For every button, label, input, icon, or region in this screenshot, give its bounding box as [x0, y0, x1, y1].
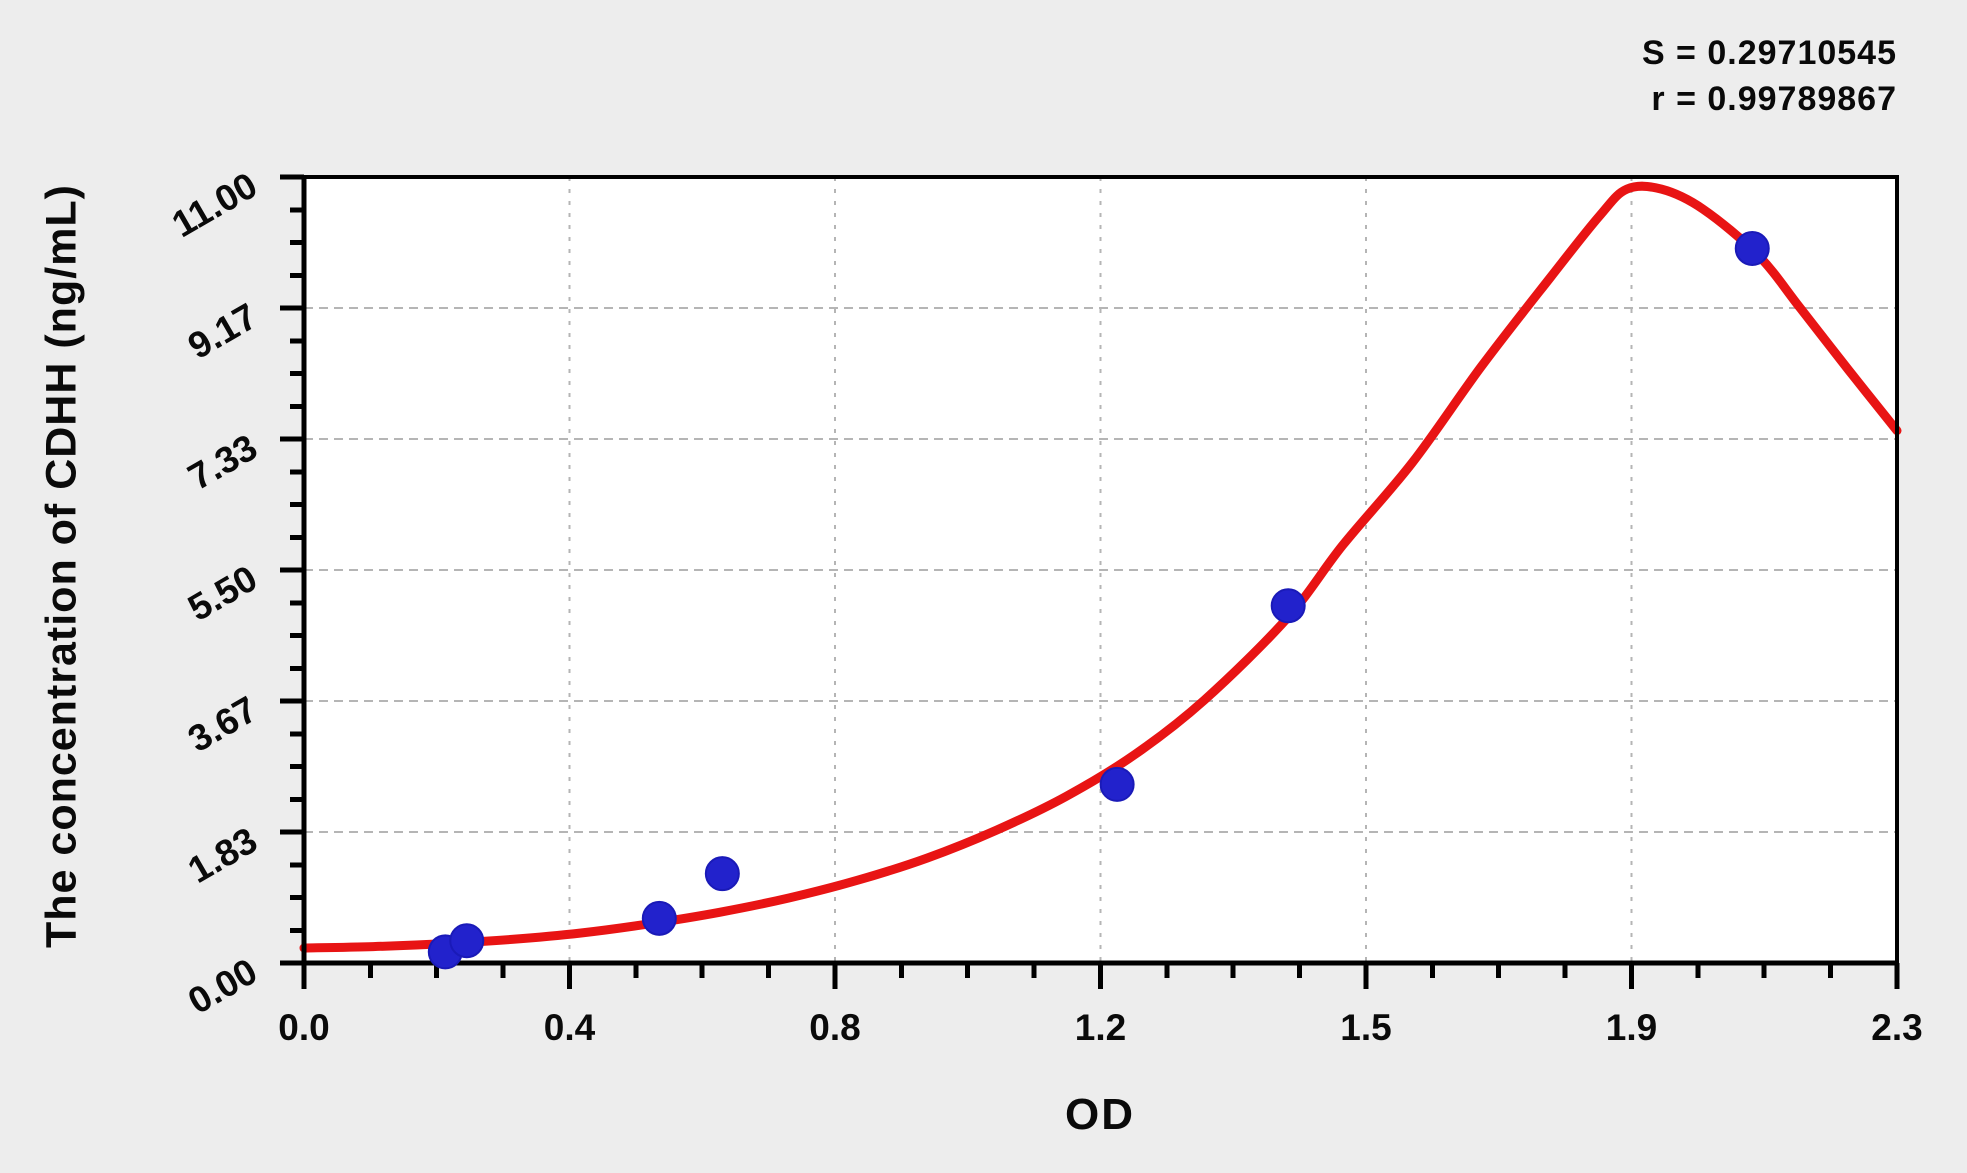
- data-point: [1734, 230, 1770, 266]
- x-tick-label: 1.5: [1340, 1007, 1391, 1048]
- y-axis-title: The concentration of CDHH (ng/mL): [37, 184, 86, 948]
- x-axis-title: OD: [1065, 1090, 1135, 1139]
- x-tick-label: 1.2: [1075, 1007, 1126, 1048]
- x-tick-label: 0.8: [809, 1007, 860, 1048]
- data-point: [1270, 588, 1306, 624]
- data-point: [449, 923, 485, 959]
- stat-s-value: S = 0.29710545: [1641, 34, 1897, 72]
- standard-curve: [299, 181, 1902, 953]
- x-tick-label: 1.9: [1606, 1007, 1657, 1048]
- y-tick-label: 3.67: [181, 688, 264, 760]
- y-tick-label: 0.00: [181, 950, 264, 1022]
- y-tick-label: 5.50: [181, 557, 264, 629]
- x-tick-label: 2.3: [1871, 1007, 1922, 1048]
- data-point: [704, 856, 740, 892]
- x-tick-label: 0.4: [544, 1007, 596, 1048]
- y-tick-label: 9.17: [181, 295, 264, 367]
- y-tick-label: 1.83: [181, 819, 264, 891]
- data-point: [1099, 766, 1135, 802]
- x-tick-label: 0.0: [278, 1007, 329, 1048]
- stat-r-value: r = 0.99789867: [1651, 80, 1897, 118]
- data-point: [641, 900, 677, 936]
- y-tick-label: 11.00: [165, 164, 264, 245]
- y-tick-label: 7.33: [181, 426, 264, 498]
- fit-statistics: S = 0.29710545 r = 0.99789867: [1642, 30, 1897, 122]
